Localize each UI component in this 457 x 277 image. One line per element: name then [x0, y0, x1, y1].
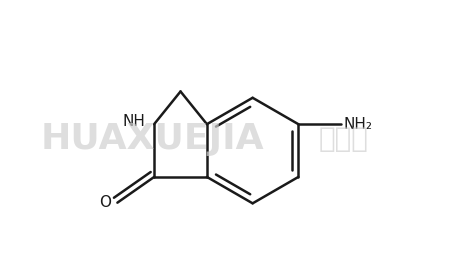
- Text: 化学加: 化学加: [319, 124, 368, 153]
- Text: O: O: [99, 195, 112, 210]
- Text: NH₂: NH₂: [344, 117, 372, 132]
- Text: HUAXUEJIA: HUAXUEJIA: [40, 122, 264, 155]
- Text: NH: NH: [122, 114, 145, 129]
